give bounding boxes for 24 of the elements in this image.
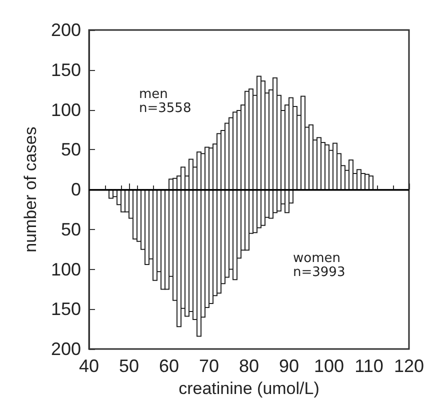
y-tick-label: 100: [50, 259, 81, 280]
annotation: n=3993: [293, 265, 346, 280]
y-axis-title: number of cases: [21, 126, 40, 252]
y-tick-label: 200: [50, 20, 81, 40]
x-tick-label: 100: [314, 356, 344, 376]
annotation: women: [293, 251, 340, 266]
x-tick-label: 40: [78, 356, 100, 376]
x-tick-label: 90: [278, 356, 300, 376]
y-tick-label: 200: [50, 339, 81, 359]
y-tick-label: 0: [70, 180, 81, 200]
x-tick-label: 110: [354, 356, 384, 376]
x-tick-label: 80: [238, 356, 260, 376]
y-tick-label: 100: [50, 100, 81, 120]
x-tick-label: 70: [198, 356, 220, 376]
y-tick-label: 50: [60, 219, 81, 240]
x-tick-label: 50: [118, 356, 140, 376]
annotation: n=3558: [139, 101, 192, 116]
y-tick-label: 150: [50, 299, 81, 320]
x-tick-label: 120: [394, 356, 424, 376]
annotation: men: [139, 87, 168, 102]
y-tick-label: 150: [50, 60, 81, 80]
x-tick-label: 60: [158, 356, 180, 376]
x-axis-title: creatinine (umol/L): [178, 378, 320, 398]
y-tick-label: 50: [60, 140, 81, 160]
